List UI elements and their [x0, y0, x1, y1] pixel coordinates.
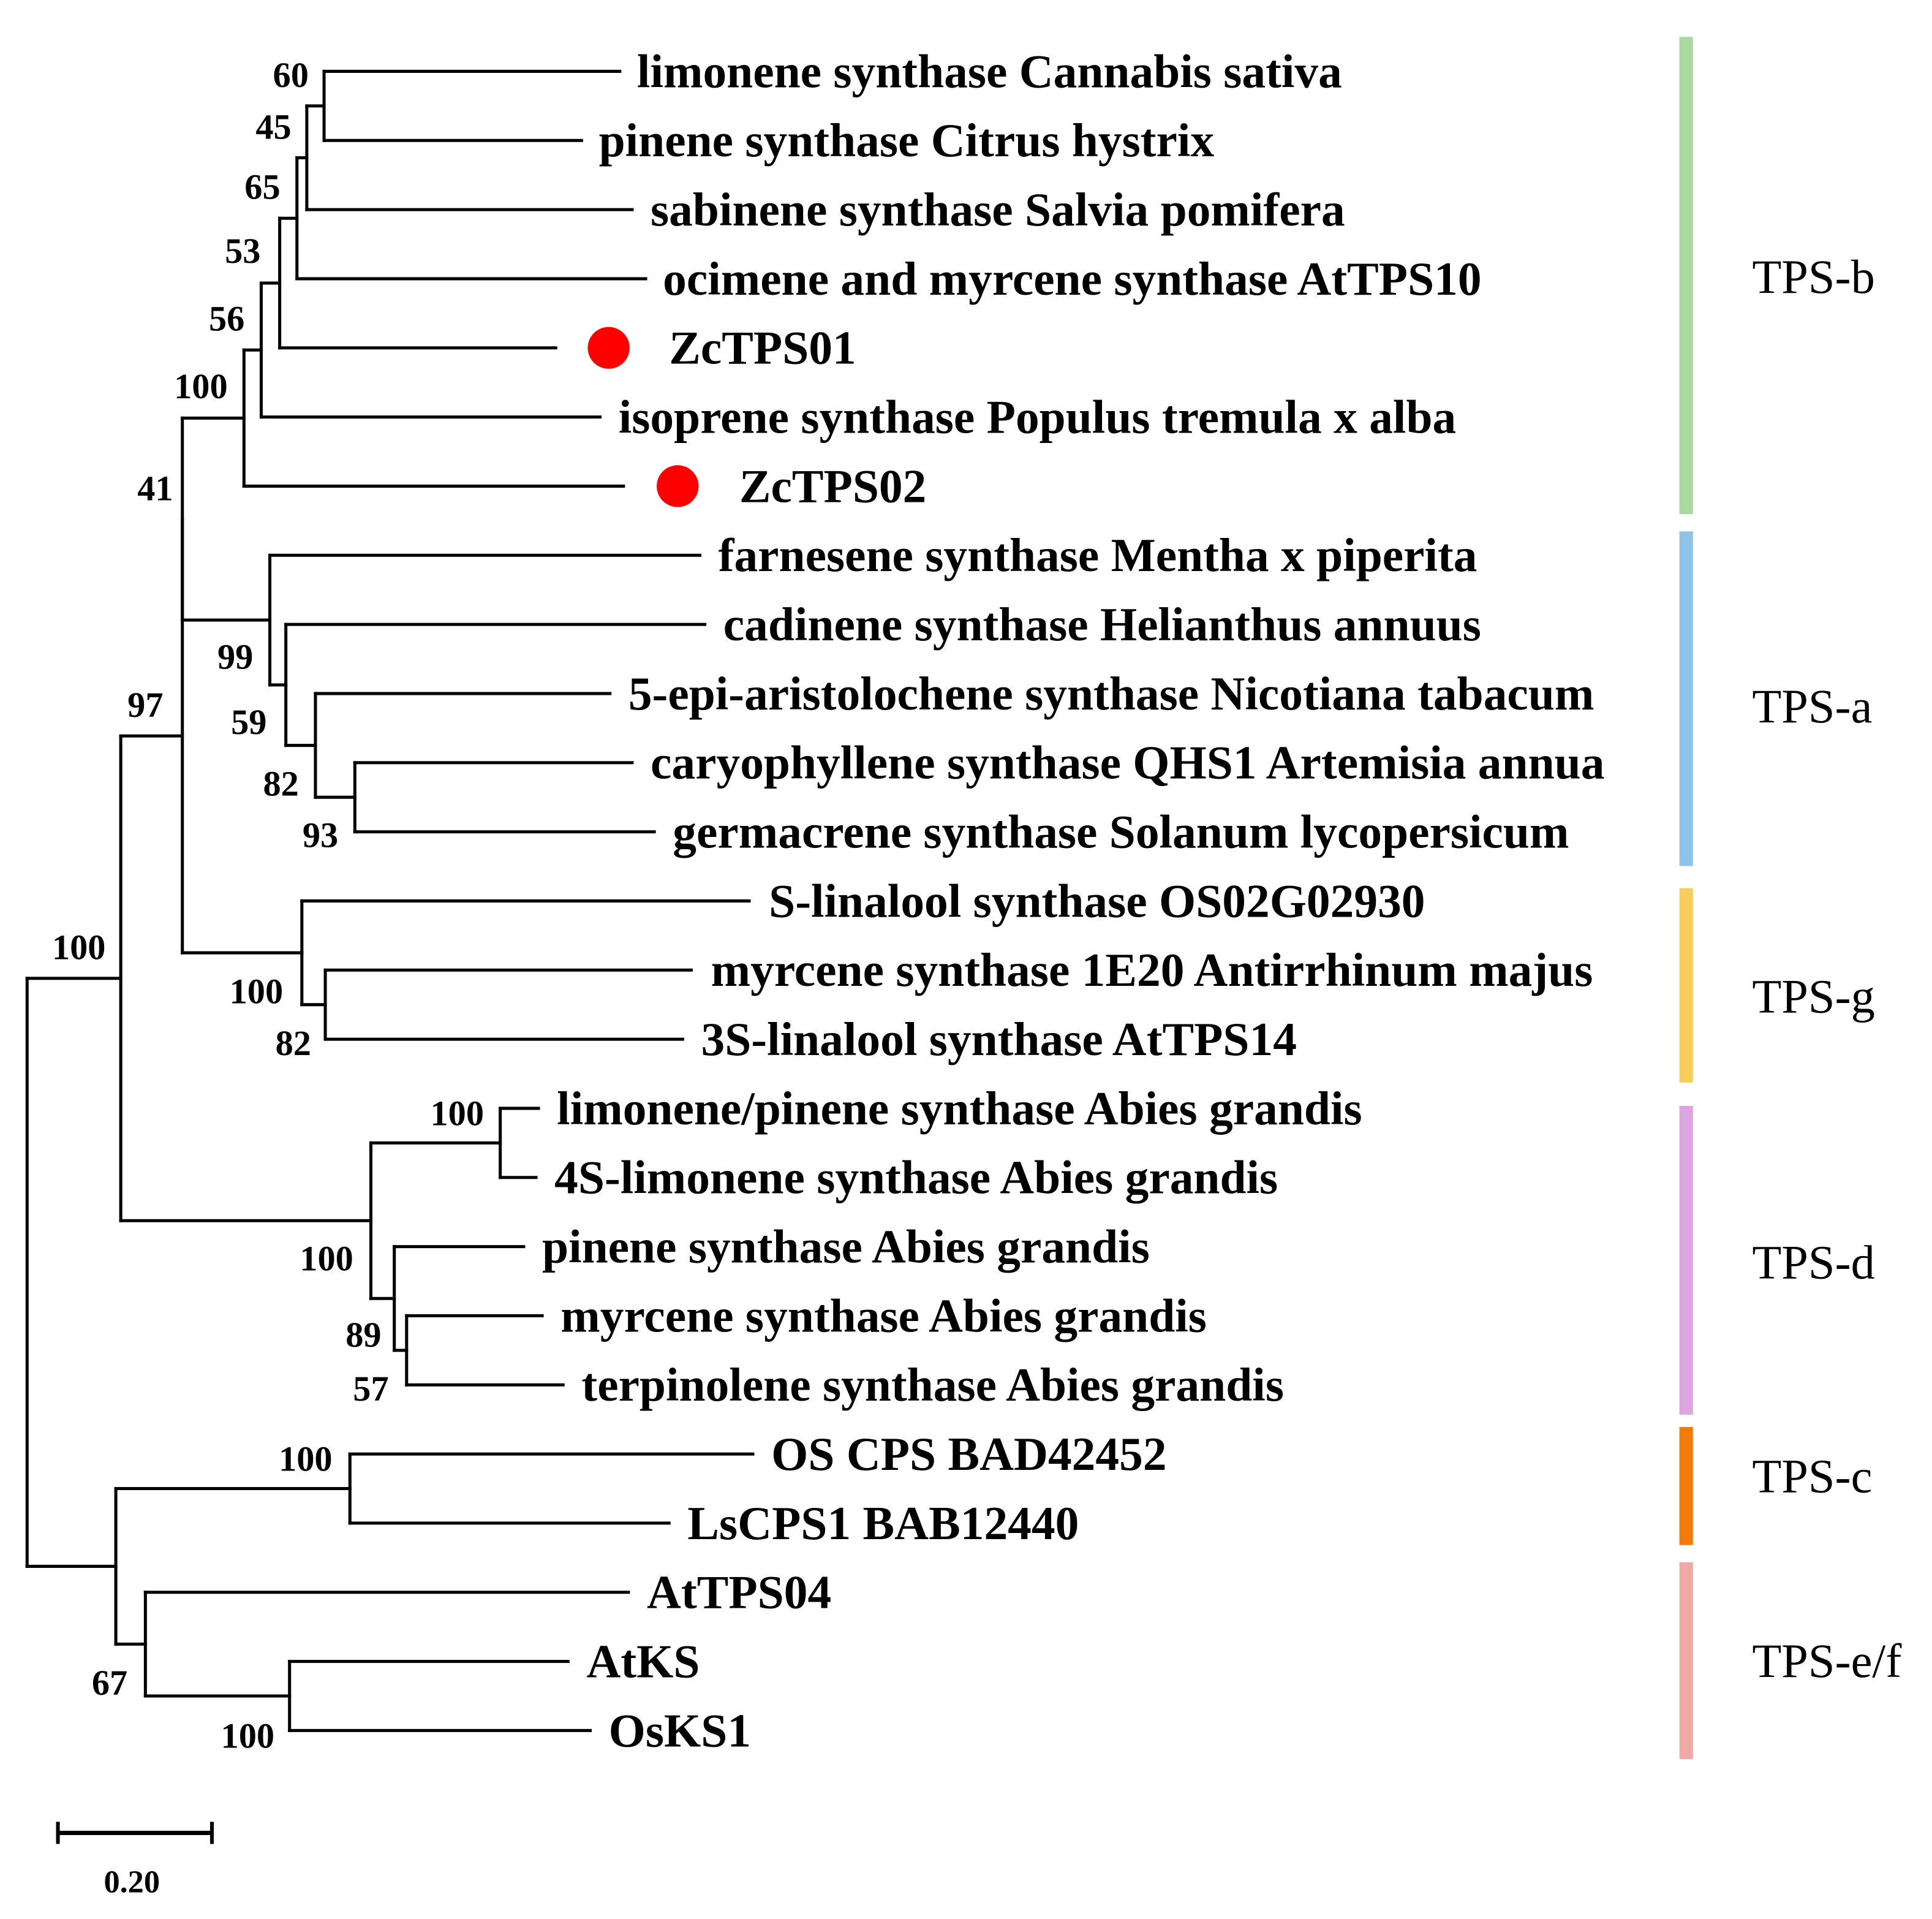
leaf: isoprene synthase Populus tremula x alba: [619, 391, 1456, 444]
leaf-label: farnesene synthase Mentha x piperita: [719, 529, 1477, 581]
clade-bar: [1679, 888, 1693, 1083]
leaf: pinene synthase Citrus hystrix: [599, 114, 1215, 167]
leaf-label: ocimene and myrcene synthase AtTPS10: [663, 252, 1481, 305]
leaf: terpinolene synthase Abies grandis: [581, 1358, 1284, 1411]
leaf-label: caryophyllene synthase QHS1 Artemisia an…: [651, 736, 1604, 789]
leaf: sabinene synthase Salvia pomifera: [651, 183, 1345, 236]
leaf-label: myrcene synthase 1E20 Antirrhinum majus: [711, 944, 1593, 996]
leaf-label: germacrene synthase Solanum lycopersicum: [673, 806, 1569, 858]
leaf-label: 4S-limonene synthase Abies grandis: [554, 1151, 1278, 1204]
leaf: ZcTPS02: [657, 460, 926, 512]
leaf: pinene synthase Abies grandis: [542, 1221, 1150, 1273]
leaf-label: AtKS: [586, 1635, 700, 1688]
bootstrap-value: 99: [217, 637, 253, 677]
leaf-label: OS CPS BAD42452: [771, 1428, 1166, 1480]
leaf: limonene/pinene synthase Abies grandis: [557, 1082, 1362, 1135]
bootstrap-value: 93: [303, 816, 338, 855]
leaf-label: ZcTPS01: [669, 322, 856, 374]
clade-bar: [1679, 531, 1693, 866]
leaf: myrcene synthase Abies grandis: [560, 1289, 1207, 1342]
leaf: limonene synthase Cannabis sativa: [637, 45, 1342, 97]
bootstrap-value: 60: [273, 55, 309, 95]
tree-branches: [25, 69, 755, 1732]
leaf: 3S-linalool synthase AtTPS14: [701, 1013, 1297, 1065]
bootstrap-value: 100: [300, 1238, 353, 1278]
clade-bar: [1679, 37, 1693, 515]
bootstrap-value: 56: [209, 299, 244, 339]
clade-label: TPS-d: [1752, 1235, 1875, 1289]
leaf-label: LsCPS1 BAB12440: [687, 1497, 1079, 1550]
leaf: germacrene synthase Solanum lycopersicum: [673, 806, 1569, 858]
clade-label: TPS-c: [1752, 1450, 1872, 1503]
clade-bar: [1679, 1426, 1693, 1545]
bootstrap-value: 82: [263, 763, 298, 803]
leaf-label: 3S-linalool synthase AtTPS14: [701, 1013, 1297, 1065]
clade-label: TPS-e/f: [1752, 1634, 1902, 1687]
bootstrap-value: 100: [174, 366, 227, 406]
leaf: ZcTPS01: [587, 322, 856, 374]
bootstrap-value: 41: [137, 469, 173, 509]
leaf: ocimene and myrcene synthase AtTPS10: [663, 252, 1481, 305]
clade-label: TPS-a: [1752, 679, 1872, 733]
bootstrap-value: 67: [92, 1663, 127, 1703]
bootstrap-values: 6045655356100419959829310082971001001008…: [52, 55, 484, 1755]
leaf-label: limonene/pinene synthase Abies grandis: [557, 1082, 1362, 1135]
clade-bar: [1679, 1105, 1693, 1415]
bootstrap-value: 97: [127, 685, 163, 725]
leaf-label: isoprene synthase Populus tremula x alba: [619, 391, 1456, 444]
red-dot-icon: [587, 327, 630, 369]
leaf: farnesene synthase Mentha x piperita: [719, 529, 1477, 581]
clade-bar: [1679, 1562, 1693, 1759]
leaf-label: limonene synthase Cannabis sativa: [637, 45, 1342, 97]
leaf-label: 5-epi-aristolochene synthase Nicotiana t…: [628, 667, 1594, 720]
bootstrap-value: 57: [353, 1369, 388, 1409]
leaf-label: OsKS1: [609, 1704, 751, 1757]
leaf-labels: limonene synthase Cannabis sativa pinene …: [542, 45, 1604, 1757]
leaf-label: terpinolene synthase Abies grandis: [581, 1358, 1284, 1411]
leaf-label: AtTPS04: [647, 1566, 831, 1619]
bootstrap-value: 53: [225, 231, 260, 271]
bootstrap-value: 65: [244, 167, 280, 207]
bootstrap-value: 100: [221, 1716, 274, 1755]
bootstrap-value: 100: [431, 1093, 484, 1133]
leaf-label: ZcTPS02: [739, 460, 926, 512]
leaf: S-linalool synthase OS02G02930: [769, 874, 1425, 927]
bootstrap-value: 59: [231, 702, 266, 742]
bootstrap-value: 100: [230, 972, 283, 1012]
clade-label: TPS-g: [1752, 970, 1875, 1023]
leaf-label: myrcene synthase Abies grandis: [560, 1289, 1207, 1342]
leaf: OsKS1: [609, 1704, 751, 1757]
leaf-label: pinene synthase Abies grandis: [542, 1221, 1150, 1273]
bootstrap-value: 82: [276, 1023, 311, 1063]
clade-annotations: TPS-b TPS-a TPS-g TPS-d TPS-c TPS-e/f: [1679, 37, 1902, 1759]
scale-bar-label: 0.20: [104, 1864, 160, 1900]
bootstrap-value: 89: [345, 1315, 381, 1355]
leaf: OS CPS BAD42452: [771, 1428, 1166, 1480]
leaf-label: pinene synthase Citrus hystrix: [599, 114, 1215, 167]
red-dot-icon: [657, 465, 699, 507]
leaf: AtKS: [586, 1635, 700, 1688]
leaf: 5-epi-aristolochene synthase Nicotiana t…: [628, 667, 1594, 720]
leaf: 4S-limonene synthase Abies grandis: [554, 1151, 1278, 1204]
leaf-label: cadinene synthase Helianthus annuus: [723, 598, 1481, 651]
leaf: cadinene synthase Helianthus annuus: [723, 598, 1481, 651]
bootstrap-value: 45: [255, 107, 291, 146]
scale-bar: 0.20: [56, 1822, 214, 1900]
leaf-label: sabinene synthase Salvia pomifera: [651, 183, 1345, 236]
leaf: LsCPS1 BAB12440: [687, 1497, 1079, 1550]
leaf: caryophyllene synthase QHS1 Artemisia an…: [651, 736, 1604, 789]
bootstrap-value: 100: [279, 1439, 332, 1479]
bootstrap-value: 100: [52, 927, 105, 967]
leaf-label: S-linalool synthase OS02G02930: [769, 874, 1425, 927]
leaf: AtTPS04: [647, 1566, 831, 1619]
clade-label: TPS-b: [1752, 250, 1875, 303]
leaf: myrcene synthase 1E20 Antirrhinum majus: [711, 944, 1593, 996]
